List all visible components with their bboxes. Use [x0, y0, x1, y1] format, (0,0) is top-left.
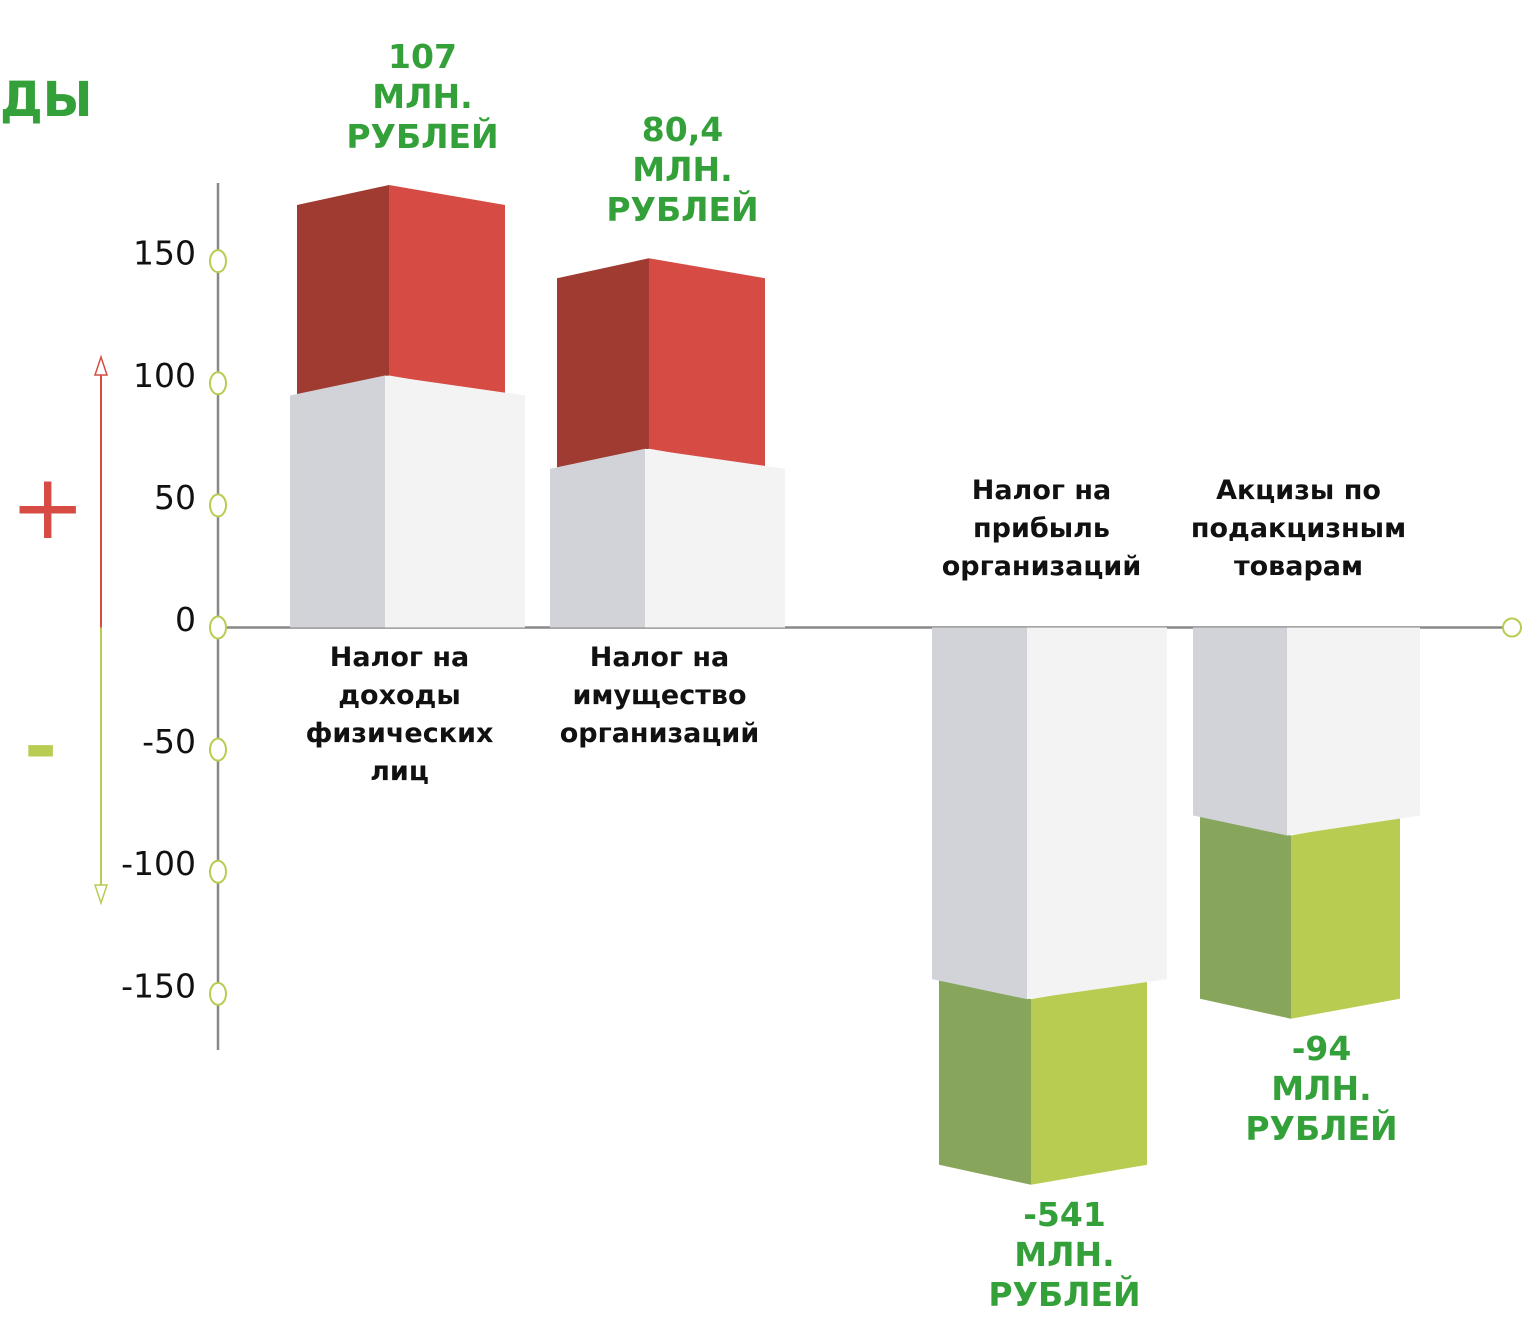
value-label: -94 МЛН. РУБЛЕЙ — [1245, 1028, 1398, 1148]
bar-change-left — [1200, 815, 1291, 1019]
y-tick — [209, 371, 227, 396]
bar-base-right — [1287, 627, 1420, 836]
bar-base-left — [290, 375, 385, 628]
y-tick — [209, 615, 227, 640]
bar-base — [290, 375, 525, 628]
y-tick-label: 150 — [133, 234, 196, 273]
bar-change — [1200, 815, 1400, 1019]
bar-change-right — [389, 184, 505, 396]
bar-change-right — [1031, 979, 1147, 1185]
chart-title: ДЫ — [0, 72, 93, 128]
bar-base — [1193, 627, 1420, 836]
axis-end — [1502, 617, 1522, 638]
y-tick — [209, 249, 227, 274]
y-tick-label: 100 — [133, 356, 196, 395]
category-label: Акцизы по подакцизным товарам — [1190, 474, 1407, 582]
y-tick — [209, 737, 227, 762]
bar-base-right — [645, 448, 785, 628]
y-tick-label: -100 — [121, 844, 196, 883]
bar-change — [297, 184, 505, 396]
y-tick — [209, 981, 227, 1006]
bar-base-right — [385, 375, 525, 628]
bar-base-left — [1193, 627, 1287, 836]
bar-change — [557, 258, 765, 469]
category-label: Налог на доходы физических лиц — [305, 642, 494, 788]
bar-base — [550, 448, 785, 628]
bar-base — [932, 627, 1167, 1000]
y-tick-label: 0 — [175, 600, 196, 639]
category-label: Налог на имущество организаций — [559, 642, 760, 750]
minus-sign: - — [24, 700, 58, 793]
y-tick-label: -150 — [121, 966, 196, 1005]
bar-change-left — [297, 184, 389, 396]
value-label: 107 МЛН. РУБЛЕЙ — [346, 36, 499, 156]
category-label: Налог на прибыль организаций — [941, 474, 1142, 582]
y-tick-label: 50 — [154, 478, 196, 517]
value-label: 80,4 МЛН. РУБЛЕЙ — [606, 110, 759, 230]
y-tick — [209, 859, 227, 884]
plus-arrowhead — [93, 354, 109, 376]
y-tick-label: -50 — [142, 722, 196, 761]
bar-base-left — [550, 448, 645, 628]
bar-change-left — [557, 258, 649, 469]
bar-base-left — [932, 627, 1027, 1000]
bar-change-right — [1291, 815, 1400, 1019]
plus-sign: + — [10, 455, 86, 560]
y-tick — [209, 493, 227, 518]
bar-change — [939, 979, 1147, 1185]
bar-change-right — [649, 258, 765, 469]
bar-base-right — [1027, 627, 1167, 1000]
value-label: -541 МЛН. РУБЛЕЙ — [988, 1194, 1141, 1314]
minus-arrowhead — [93, 884, 109, 906]
bar-change-left — [939, 979, 1031, 1185]
